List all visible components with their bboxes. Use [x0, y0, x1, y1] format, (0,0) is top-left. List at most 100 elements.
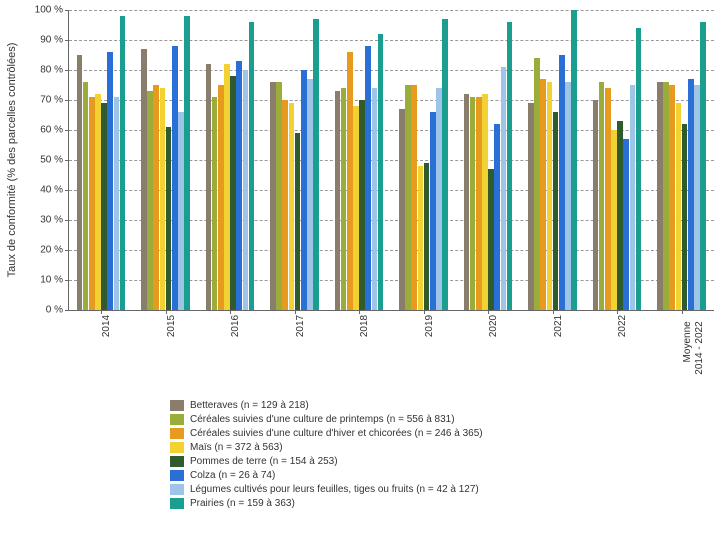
bar [230, 76, 236, 310]
bar [218, 85, 224, 310]
ytick-mark [65, 310, 69, 311]
bar [494, 124, 500, 310]
xtick-mark [359, 310, 360, 314]
ytick-label: 50 % [40, 155, 63, 166]
bar [547, 82, 553, 310]
legend-swatch [170, 428, 184, 439]
bar [120, 16, 126, 310]
bar [341, 88, 347, 310]
bar [101, 103, 107, 310]
legend-label: Céréales suivies d'une culture de printe… [190, 414, 455, 425]
xtick-label: 2015 [166, 315, 177, 337]
legend-item: Légumes cultivés pour leurs feuilles, ti… [170, 484, 483, 495]
bar [160, 88, 166, 310]
bar [347, 52, 353, 310]
bar [636, 28, 642, 310]
bar [335, 91, 341, 310]
bar [95, 94, 101, 310]
ytick-label: 20 % [40, 245, 63, 256]
bar [372, 88, 378, 310]
xtick-mark [230, 310, 231, 314]
gridline [69, 10, 714, 11]
bar [359, 100, 365, 310]
legend-swatch [170, 414, 184, 425]
chart-container: 0 %10 %20 %30 %40 %50 %60 %70 %80 %90 %1… [0, 0, 725, 550]
bar [571, 10, 577, 310]
legend-item: Céréales suivies d'une culture d'hiver e… [170, 428, 483, 439]
bar [623, 139, 629, 310]
y-axis-title: Taux de conformité (% des parcelles cont… [6, 43, 18, 278]
legend-item: Prairies (n = 159 à 363) [170, 498, 483, 509]
legend-swatch [170, 470, 184, 481]
bar [405, 85, 411, 310]
legend-label: Pommes de terre (n = 154 à 253) [190, 456, 338, 467]
bar [114, 97, 120, 310]
bar [669, 85, 675, 310]
bar [313, 19, 319, 310]
bar [178, 112, 184, 310]
bar [411, 85, 417, 310]
legend-label: Colza (n = 26 à 74) [190, 470, 275, 481]
xtick-label: 2016 [230, 315, 241, 337]
bar [77, 55, 83, 310]
bar [611, 130, 617, 310]
legend-item: Céréales suivies d'une culture de printe… [170, 414, 483, 425]
xtick-mark [424, 310, 425, 314]
ytick-label: 100 % [35, 5, 63, 16]
xtick-label: 2014 [101, 315, 112, 337]
bar [166, 127, 172, 310]
bar [593, 100, 599, 310]
bar [270, 82, 276, 310]
gridline [69, 40, 714, 41]
bar [378, 34, 384, 310]
bar [507, 22, 513, 310]
legend-label: Céréales suivies d'une culture d'hiver e… [190, 428, 483, 439]
bar [528, 103, 534, 310]
bar [353, 106, 359, 310]
bar [464, 94, 470, 310]
xtick-label: Moyenne2014 - 2022 [682, 321, 706, 374]
xtick-label: 2021 [553, 315, 564, 337]
bar [482, 94, 488, 310]
ytick-label: 90 % [40, 35, 63, 46]
bar [172, 46, 178, 310]
bar [559, 55, 565, 310]
bar [147, 91, 153, 310]
bar [470, 97, 476, 310]
bar [399, 109, 405, 310]
bar [688, 79, 694, 310]
bar [184, 16, 190, 310]
bar [295, 133, 301, 310]
ytick-mark [65, 100, 69, 101]
bar [107, 52, 113, 310]
bar [141, 49, 147, 310]
legend-swatch [170, 400, 184, 411]
ytick-label: 30 % [40, 215, 63, 226]
bar [243, 70, 249, 310]
bar [301, 70, 307, 310]
legend: Betteraves (n = 129 à 218)Céréales suivi… [170, 400, 483, 512]
ytick-label: 70 % [40, 95, 63, 106]
ytick-mark [65, 10, 69, 11]
bar [83, 82, 89, 310]
bar [663, 82, 669, 310]
bar [676, 103, 682, 310]
bar [153, 85, 159, 310]
gridline [69, 100, 714, 101]
bar [605, 88, 611, 310]
plot-area: 0 %10 %20 %30 %40 %50 %60 %70 %80 %90 %1… [68, 10, 714, 311]
bar [553, 112, 559, 310]
ytick-mark [65, 40, 69, 41]
bar [430, 112, 436, 310]
bar [282, 100, 288, 310]
bar [476, 97, 482, 310]
bar [249, 22, 255, 310]
ytick-label: 80 % [40, 65, 63, 76]
bar [700, 22, 706, 310]
ytick-mark [65, 190, 69, 191]
bar [565, 82, 571, 310]
bar [694, 85, 700, 310]
xtick-label: 2022 [617, 315, 628, 337]
bar [442, 19, 448, 310]
bar [540, 79, 546, 310]
